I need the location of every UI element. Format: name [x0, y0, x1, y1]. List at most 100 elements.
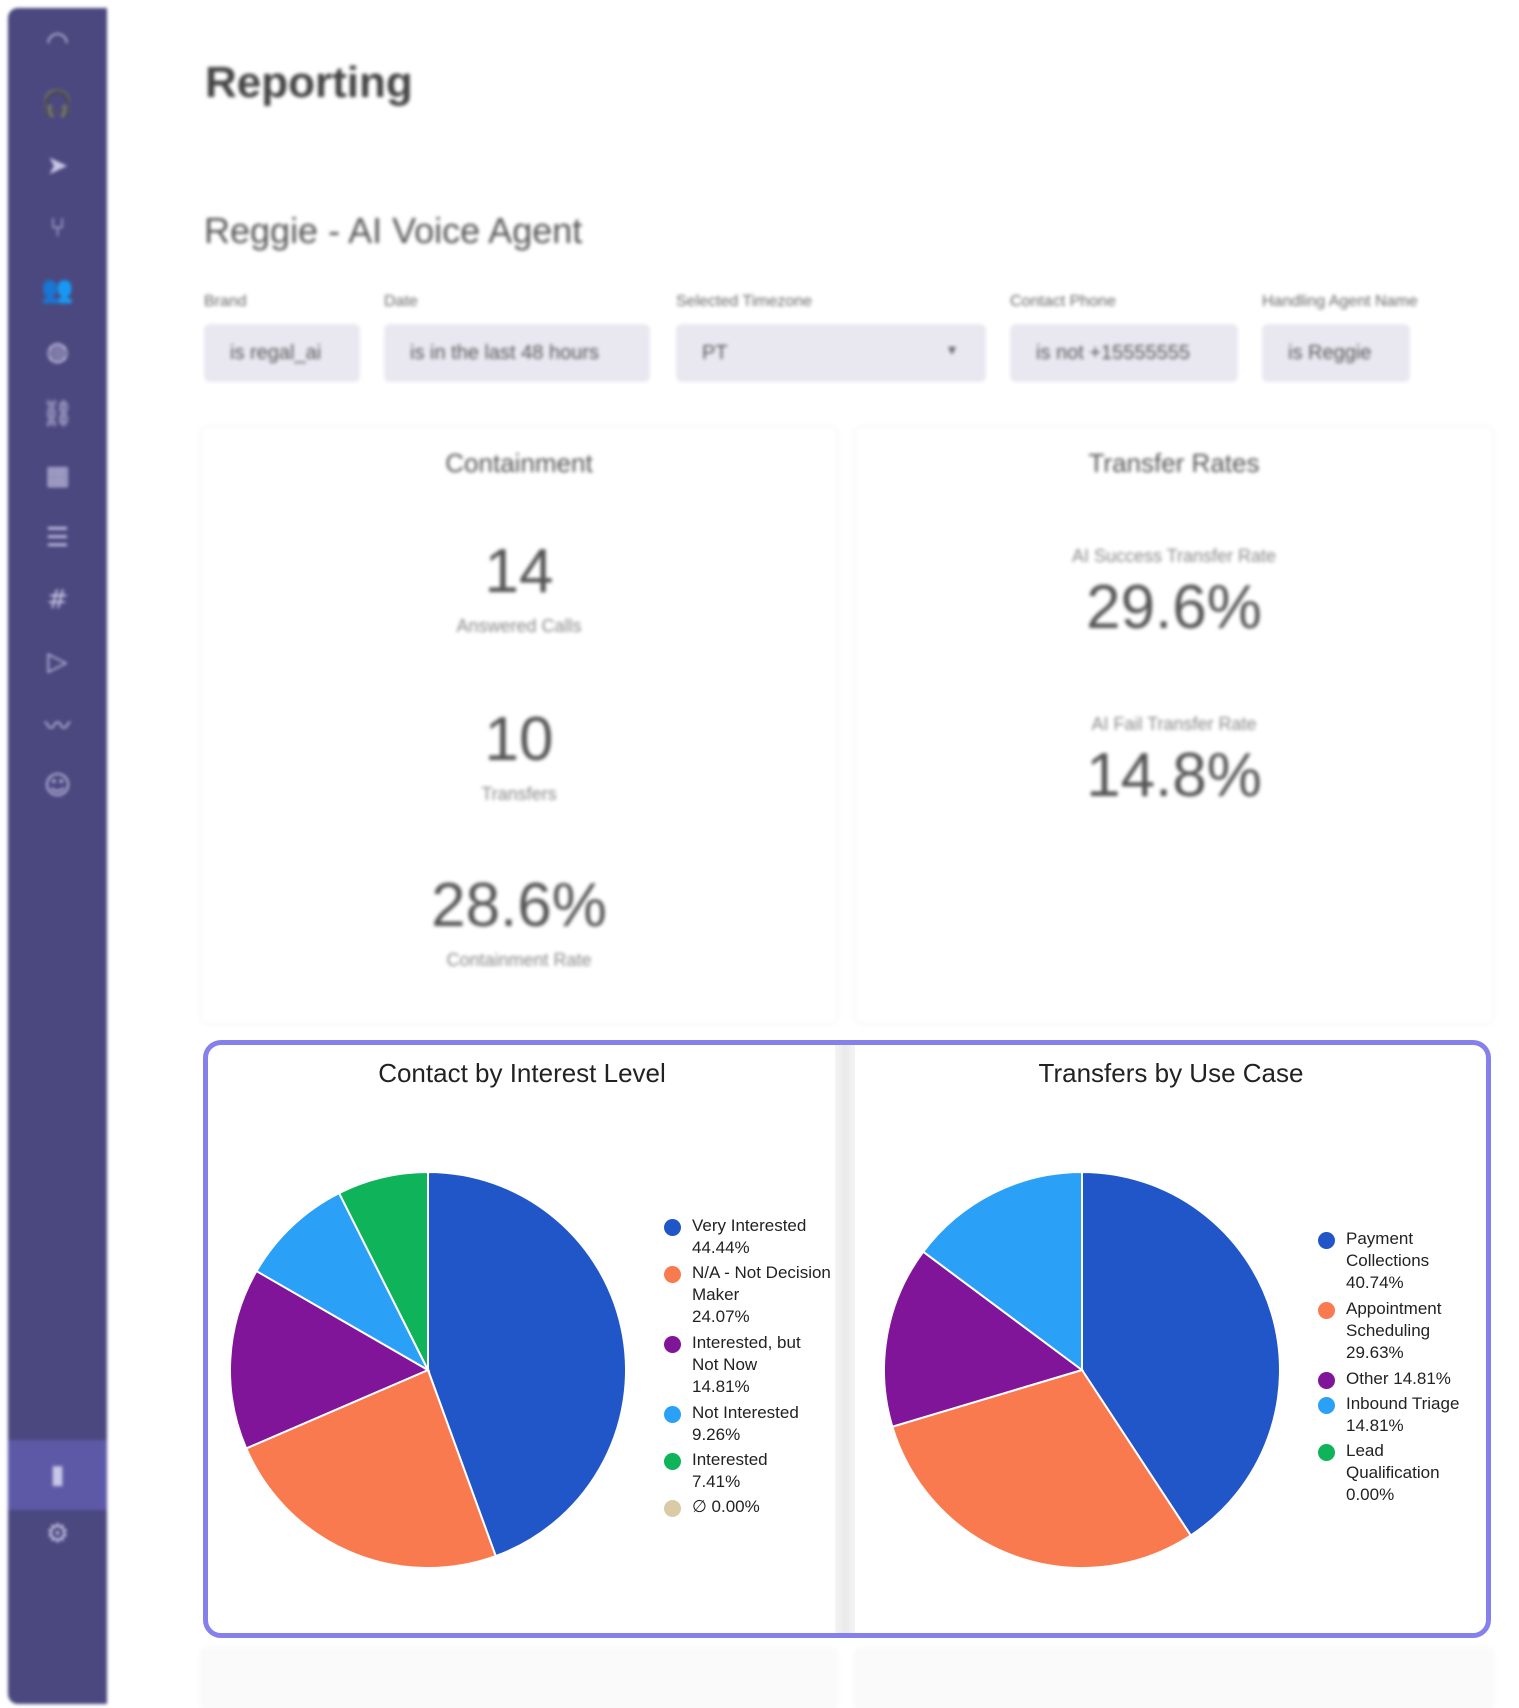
bottom-card-right — [856, 1650, 1492, 1708]
headset-icon[interactable]: 🎧 — [41, 89, 74, 119]
containment-title: Containment — [445, 448, 593, 478]
legend-dot — [1318, 1444, 1335, 1461]
timezone-value: PT — [702, 341, 728, 364]
legend-text: Interested 7.41% — [692, 1449, 852, 1493]
pie-slice-interested-but-not-now[interactable] — [229, 1269, 431, 1450]
legend-dot — [664, 1336, 681, 1353]
sidebar: ◠ 🎧 ➤ ⑂ 👥 ◍ ⛓ ▦ ☰ # ▷ 〰 ☺ ▮ ⚙ — [8, 8, 107, 1704]
success-rate-label: AI Success Transfer Rate — [1071, 546, 1277, 566]
legend-dot — [664, 1453, 681, 1470]
legend-label: Payment Collections — [1346, 1229, 1430, 1270]
answered-calls-value: 14 — [484, 537, 554, 606]
legend-label: Not Interested — [692, 1403, 799, 1422]
answered-calls-label: Answered Calls — [456, 616, 582, 636]
pie-slice-inbound-triage[interactable] — [921, 1170, 1083, 1372]
legend-dot — [664, 1266, 681, 1283]
containment-rate-label: Containment Rate — [446, 950, 592, 970]
legend-text: ∅ 0.00% — [692, 1496, 852, 1518]
legend-text: Lead Qualification 0.00% — [1346, 1440, 1446, 1506]
send-icon[interactable]: ➤ — [46, 151, 69, 181]
play-icon[interactable]: ▷ — [47, 647, 68, 677]
legend-text: Appointment Scheduling 29.63% — [1346, 1298, 1456, 1364]
legend-label: Inbound Triage — [1346, 1394, 1460, 1413]
branch-icon[interactable]: ⑂ — [49, 213, 66, 243]
legend-value: 0.00% — [1346, 1485, 1395, 1504]
legend-value: 14.81% — [692, 1377, 750, 1396]
legend-label: ∅ — [692, 1497, 707, 1516]
legend-label: Interested — [692, 1450, 768, 1469]
globe-icon[interactable]: ◍ — [46, 337, 69, 367]
legend-value: 14.81% — [1393, 1369, 1451, 1388]
filter-label-timezone: Selected Timezone — [676, 293, 813, 310]
chart-divider — [835, 1045, 855, 1633]
dashboard-icon[interactable]: ◠ — [46, 27, 69, 57]
pie-slice-interested[interactable] — [337, 1170, 429, 1371]
pie-slice-n-a-not-decision-maker[interactable] — [244, 1368, 498, 1569]
settings-icon[interactable]: ⚙ — [45, 1519, 70, 1549]
legend-text: Very Interested 44.44% — [692, 1215, 852, 1259]
legend-label: Other — [1346, 1369, 1389, 1388]
filter-label-brand: Brand — [204, 293, 247, 310]
audio-wave-icon[interactable]: 〰 — [44, 711, 71, 742]
success-rate-value: 29.6% — [1086, 573, 1262, 642]
bar-chart-icon[interactable]: ▮ — [8, 1440, 107, 1510]
legend-text: Not Interested 9.26% — [692, 1402, 852, 1446]
chart-title-interest: Contact by Interest Level — [378, 1058, 666, 1088]
filter-date[interactable]: is in the last 48 hours — [384, 324, 650, 382]
legend-value: 29.63% — [1346, 1343, 1404, 1362]
legend-text: Interested, but Not Now 14.81% — [692, 1332, 812, 1398]
containment-rate-value: 28.6% — [431, 871, 607, 940]
interest-level-pie-chart — [229, 1170, 627, 1569]
legend-text: N/A - Not Decision Maker 24.07% — [692, 1262, 832, 1328]
legend-label: Interested, but Not Now — [692, 1333, 801, 1374]
users-icon[interactable]: 👥 — [41, 275, 74, 305]
legend-value: 7.41% — [692, 1472, 741, 1491]
chevron-down-icon: ▾ — [947, 342, 956, 359]
legend-label: Very Interested — [692, 1216, 807, 1235]
legend-dot — [1318, 1232, 1335, 1249]
containment-card: Containment 14 Answered Calls 10 Transfe… — [202, 428, 836, 1022]
legend-dot — [664, 1219, 681, 1236]
fail-rate-value: 14.8% — [1086, 741, 1262, 810]
list-icon[interactable]: ☰ — [45, 523, 70, 553]
legend-value: 0.00% — [711, 1497, 760, 1516]
pie-slice-other[interactable] — [883, 1250, 1085, 1428]
filter-timezone[interactable]: PT ▾ — [676, 324, 986, 382]
filter-label-handling-agent: Handling Agent Name — [1262, 293, 1418, 310]
link-icon[interactable]: ⛓ — [40, 399, 74, 429]
pie-slice-not-interested[interactable] — [255, 1191, 431, 1373]
transfers-label: Transfers — [481, 784, 557, 804]
transfers-value: 10 — [484, 705, 554, 774]
legend-value: 14.81% — [1346, 1416, 1404, 1435]
transfer-rates-title: Transfer Rates — [1088, 448, 1260, 478]
bottom-card-left — [202, 1650, 836, 1708]
fail-rate-label: AI Fail Transfer Rate — [1091, 714, 1257, 734]
bot-icon[interactable]: ☺ — [43, 771, 72, 801]
legend-dot — [664, 1500, 681, 1517]
legend-label: Appointment Scheduling — [1346, 1299, 1442, 1340]
legend-value: 40.74% — [1346, 1273, 1404, 1292]
legend-dot — [1318, 1302, 1335, 1319]
legend-dot — [664, 1406, 681, 1423]
filter-label-contact-phone: Contact Phone — [1010, 293, 1116, 310]
legend-label: N/A - Not Decision Maker — [692, 1263, 831, 1304]
legend-value: 44.44% — [692, 1238, 750, 1257]
page-title: Reporting — [205, 58, 413, 107]
legend-text: Inbound Triage 14.81% — [1346, 1393, 1506, 1437]
pie-slice-very-interested[interactable] — [427, 1170, 627, 1558]
filter-label-date: Date — [384, 293, 418, 310]
legend-text: Other 14.81% — [1346, 1368, 1506, 1390]
legend-dot — [1318, 1372, 1335, 1389]
legend-text: Payment Collections 40.74% — [1346, 1228, 1456, 1294]
transfer-rates-card: Transfer Rates AI Success Transfer Rate … — [856, 428, 1492, 1022]
filter-handling-agent[interactable]: is Reggie — [1262, 324, 1410, 382]
calendar-icon[interactable]: ▦ — [45, 461, 70, 491]
agent-title: Reggie - AI Voice Agent — [204, 210, 583, 251]
filter-brand[interactable]: is regal_ai — [204, 324, 360, 382]
legend-label: Lead Qualification — [1346, 1441, 1440, 1482]
hash-icon[interactable]: # — [46, 585, 69, 615]
legend-value: 24.07% — [692, 1307, 750, 1326]
pie-slice-appointment-scheduling[interactable] — [891, 1368, 1193, 1569]
legend-value: 9.26% — [692, 1425, 741, 1444]
filter-contact-phone[interactable]: is not +15555555 — [1010, 324, 1238, 382]
